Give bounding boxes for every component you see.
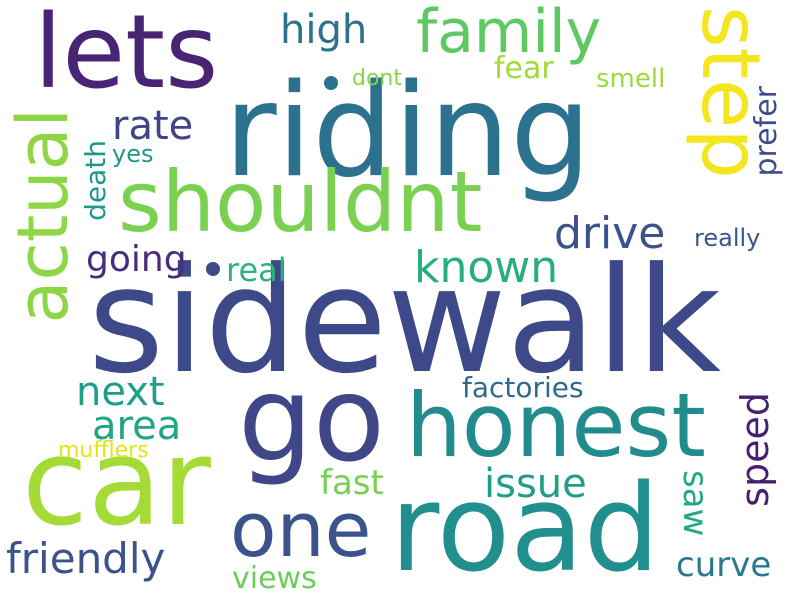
word-going: going — [86, 239, 187, 280]
word-shouldnt: shouldnt — [118, 153, 483, 251]
word-step: step — [684, 6, 777, 180]
word-lets: lets — [34, 0, 219, 112]
word-rate: rate — [112, 103, 194, 149]
word-next: next — [76, 369, 165, 415]
word-friendly: friendly — [6, 534, 166, 583]
word-views: views — [232, 561, 317, 596]
word-curve: curve — [676, 545, 772, 585]
word-go: go — [238, 350, 386, 488]
word-yes: yes — [112, 140, 154, 168]
dot-mark — [324, 76, 338, 90]
word-smell: smell — [596, 64, 666, 94]
word-fast: fast — [320, 463, 384, 503]
word-really: really — [694, 224, 761, 252]
word-saw: saw — [675, 470, 715, 537]
word-prefer: prefer — [749, 86, 784, 177]
word-factories: factories — [462, 371, 584, 404]
dot-mark — [206, 262, 220, 276]
word-dont: dont — [352, 66, 402, 91]
word-road: road — [390, 460, 660, 599]
word-known: known — [414, 242, 559, 293]
word-death: death — [79, 140, 112, 221]
word-mufflers: mufflers — [58, 438, 149, 463]
word-drive: drive — [554, 208, 666, 259]
word-riding: riding — [224, 57, 592, 206]
word-real: real — [226, 251, 287, 289]
word-high: high — [280, 7, 368, 53]
word-fear: fear — [494, 51, 554, 86]
word-area: area — [92, 403, 182, 449]
word-one: one — [230, 485, 372, 574]
word-sidewalk: sidewalk — [88, 236, 722, 406]
word-issue: issue — [484, 461, 587, 507]
word-speed: speed — [733, 392, 777, 507]
word-family: family — [416, 0, 602, 67]
word-car: car — [22, 414, 211, 553]
word-honest: honest — [406, 374, 706, 477]
word-actual: actual — [2, 108, 84, 324]
